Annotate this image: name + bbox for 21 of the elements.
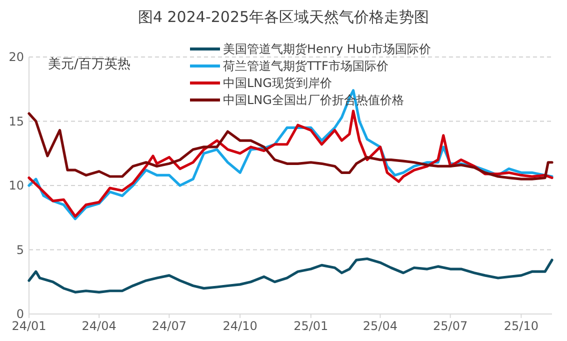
x-tick-label: 25/07 xyxy=(433,319,468,333)
chart-title: 图4 2024-2025年各区域天然气价格走势图 xyxy=(138,8,430,26)
x-tick-label: 25/10 xyxy=(504,319,538,333)
legend-label: 中国LNG现货到岸价 xyxy=(223,76,332,90)
legend-label: 美国管道气期货Henry Hub市场国际价 xyxy=(223,42,432,56)
y-tick-label: 20 xyxy=(8,50,24,64)
x-tick-label: 24/04 xyxy=(82,319,116,333)
x-tick-label: 25/04 xyxy=(362,319,398,333)
line-series xyxy=(28,110,554,218)
y-tick-label: 10 xyxy=(8,178,24,193)
y-tick-label: 15 xyxy=(8,114,24,128)
line-series xyxy=(28,257,554,294)
y-tick-label: 0 xyxy=(16,307,24,322)
x-tick-label: 25/01 xyxy=(294,319,328,333)
x-tick-label: 24/07 xyxy=(152,319,186,333)
x-tick-label: 24/01 xyxy=(12,319,46,333)
x-tick-label: 24/10 xyxy=(222,319,258,333)
line-series xyxy=(28,112,554,180)
y-tick-label: 5 xyxy=(16,242,24,257)
y-axis-title: 美元/百万英热 xyxy=(48,56,130,72)
legend-label: 荷兰管道气期货TTF市场国际价 xyxy=(223,59,388,74)
